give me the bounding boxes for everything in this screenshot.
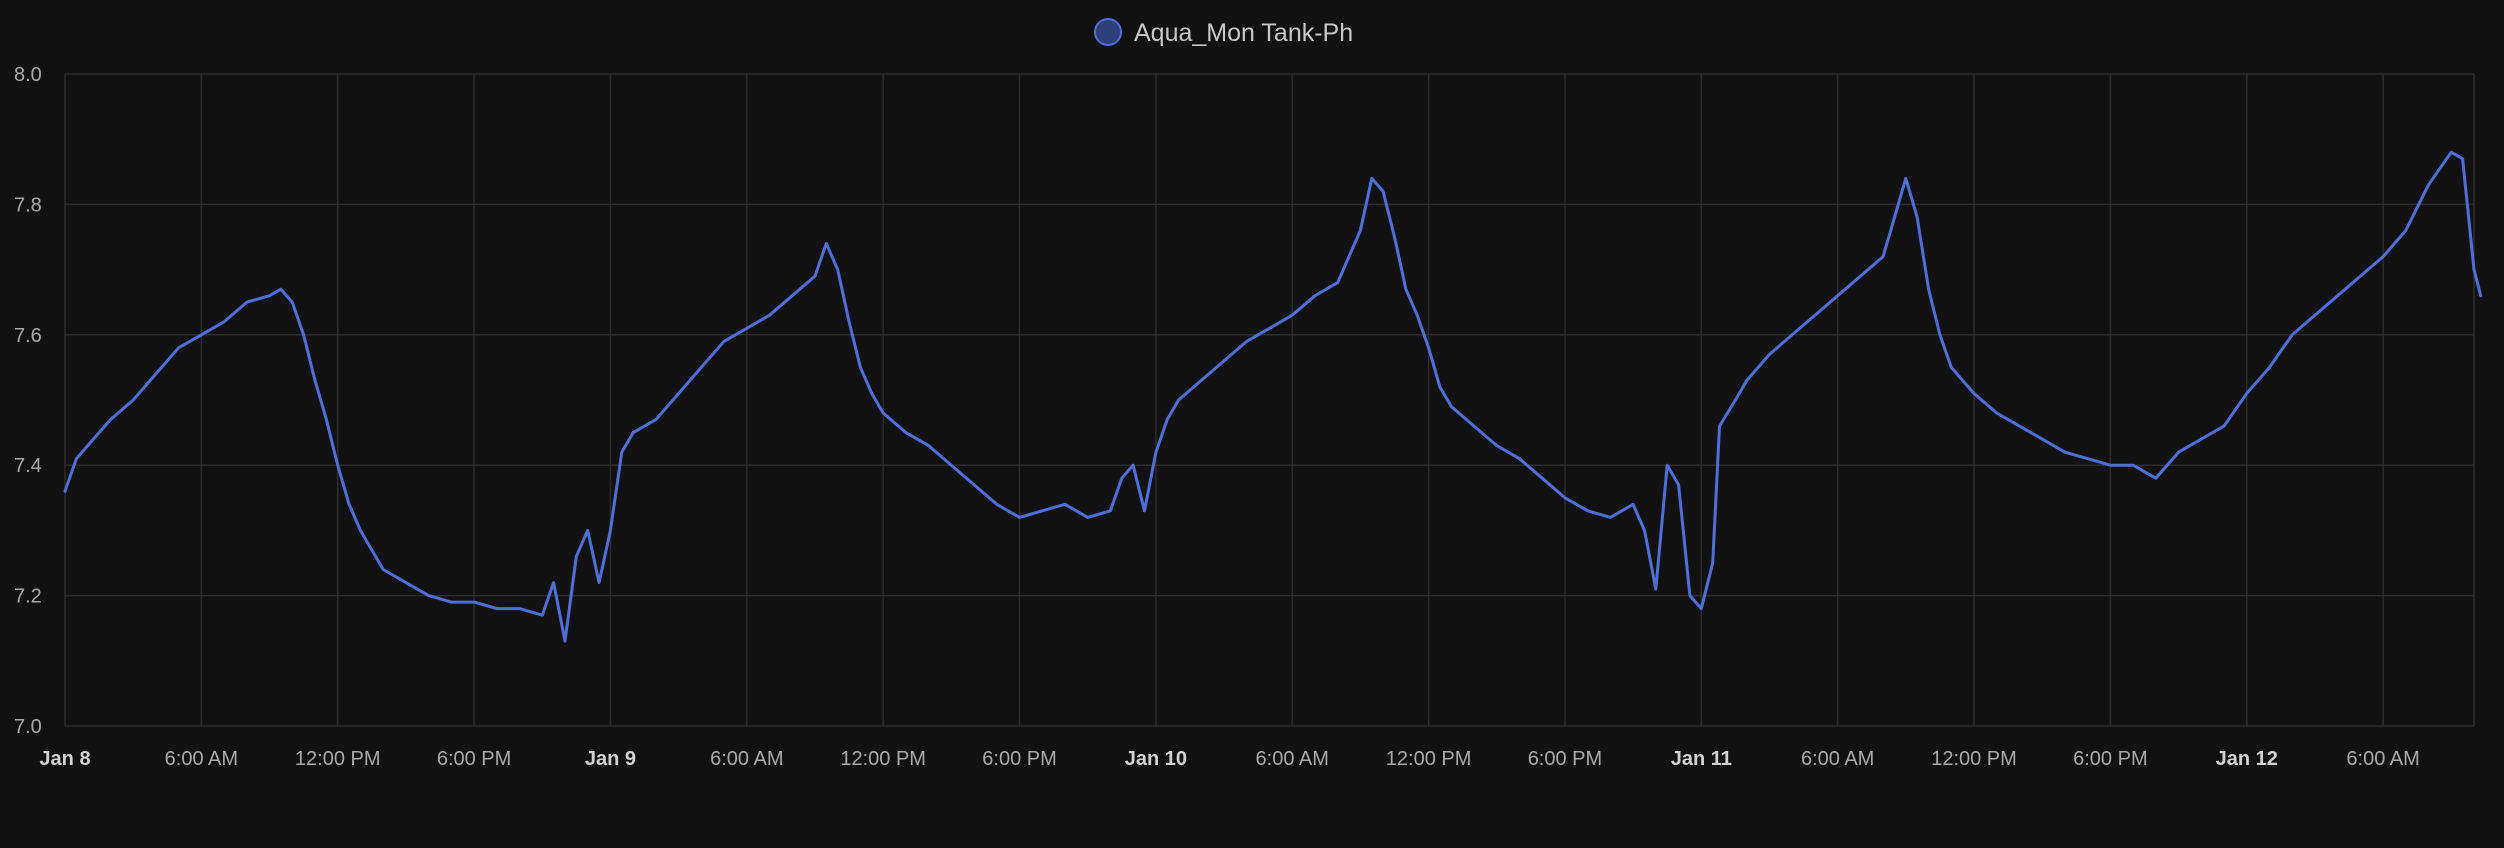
x-tick-label: 6:00 PM: [2073, 748, 2147, 770]
x-tick-label: 6:00 AM: [2346, 748, 2419, 770]
legend-label: Aqua_Mon Tank-Ph: [1134, 19, 1353, 47]
x-tick-label: Jan 11: [1671, 748, 1732, 770]
legend-swatch-icon: [1094, 18, 1122, 46]
x-tick-label: 12:00 PM: [1386, 748, 1472, 770]
x-tick-label: 6:00 AM: [1801, 748, 1874, 770]
x-tick-label: 6:00 AM: [1256, 748, 1329, 770]
legend[interactable]: Aqua_Mon Tank-Ph: [1094, 18, 1353, 47]
x-tick-label: 6:00 PM: [1528, 748, 1602, 770]
y-tick-label: 7.0: [14, 716, 42, 738]
y-tick-label: 7.8: [14, 194, 42, 216]
x-tick-label: Jan 12: [2216, 748, 2278, 770]
x-tick-label: 6:00 PM: [982, 748, 1056, 770]
x-axis-ticks: Jan 8 6:00 AM 12:00 PM 6:00 PM Jan 9 6:00 AM 1…: [39, 748, 2419, 770]
x-tick-label: Jan 10: [1125, 748, 1187, 770]
x-tick-label: 6:00 PM: [437, 748, 511, 770]
x-tick-label: 6:00 AM: [710, 748, 783, 770]
y-axis-ticks: 7.0 7.2 7.4 7.6 7.8 8.0: [14, 64, 42, 738]
x-tick-label: 12:00 PM: [840, 748, 926, 770]
series-layer: [63, 150, 2483, 643]
x-tick-label: Jan 9: [585, 748, 636, 770]
y-tick-label: 7.4: [14, 455, 42, 477]
x-tick-label: 12:00 PM: [1931, 748, 2017, 770]
y-tick-label: 7.2: [14, 586, 42, 608]
y-tick-label: 8.0: [14, 64, 42, 86]
x-tick-label: 6:00 AM: [165, 748, 238, 770]
y-tick-label: 7.6: [14, 325, 42, 347]
series-line: [63, 150, 2483, 643]
x-tick-label: 12:00 PM: [295, 748, 381, 770]
x-tick-label: Jan 8: [39, 748, 90, 770]
grid-lines: [64, 73, 2475, 727]
